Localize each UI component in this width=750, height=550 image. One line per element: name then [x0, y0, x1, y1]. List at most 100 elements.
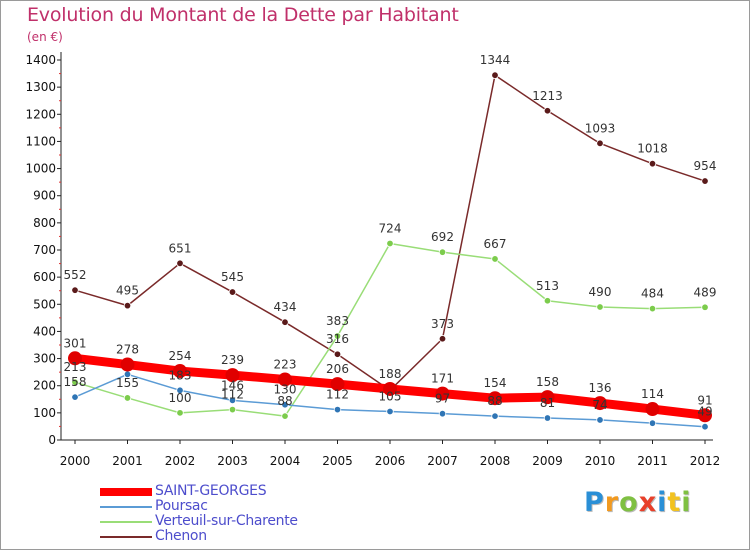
data-label: 183 [169, 368, 192, 382]
data-label: 49 [697, 405, 712, 419]
chart-title: Evolution du Montant de la Dette par Hab… [27, 4, 459, 26]
data-labels: 301 278 254 239 223 206 188 171 154 158 136 114 91 [64, 336, 713, 407]
y-tick-label: 1000 [25, 162, 56, 176]
data-point [596, 303, 604, 311]
data-point [593, 396, 607, 411]
series-saint-georges [68, 351, 712, 423]
data-point [491, 255, 499, 263]
data-label: 97 [435, 392, 450, 406]
y-tick-label: 1300 [25, 80, 56, 94]
data-point [228, 405, 237, 414]
data-point [281, 401, 289, 409]
data-label: 130 [274, 383, 297, 397]
data-label: 954 [694, 159, 717, 173]
data-point [386, 407, 394, 416]
legend-swatch [100, 536, 152, 538]
data-label: 158 [64, 375, 87, 389]
legend-swatch [100, 488, 152, 496]
data-label: 154 [484, 376, 507, 390]
data-label: 667 [484, 237, 507, 251]
data-point [281, 318, 289, 326]
data-point [648, 159, 657, 168]
data-point [330, 377, 345, 392]
data-point [438, 248, 447, 256]
data-point [176, 259, 184, 267]
data-point [701, 303, 709, 311]
data-label: 254 [169, 349, 192, 363]
data-point [71, 393, 79, 401]
data-point [333, 350, 342, 358]
data-point [173, 364, 187, 379]
data-point [228, 396, 237, 405]
data-point [701, 423, 709, 431]
data-point [438, 335, 447, 343]
data-point [596, 416, 604, 424]
data-label: 114 [641, 387, 664, 401]
y-tick-label: 1200 [25, 107, 56, 121]
x-tick-label: 2002 [165, 454, 196, 468]
y-tick-label: 800 [33, 216, 56, 230]
data-label: 495 [116, 284, 139, 298]
data-label: 434 [274, 300, 297, 314]
data-point [698, 408, 712, 423]
data-label: 1018 [637, 142, 668, 156]
legend-swatch [100, 506, 152, 508]
data-label: 484 [641, 287, 664, 301]
data-labels: 213 155 100 112 88 383 724 692 667 513 490 484 489 [64, 221, 717, 408]
data-label: 188 [379, 367, 402, 381]
data-labels: 158 183 146 130 112 105 97 88 81 74 49 [64, 368, 713, 418]
data-label: 100 [169, 391, 192, 405]
data-point [71, 378, 79, 386]
data-point [701, 177, 709, 185]
data-point [543, 107, 552, 115]
data-point [228, 288, 237, 296]
logo-letter: t [667, 487, 682, 518]
data-label: 1213 [532, 89, 563, 103]
x-tick-label: 2011 [637, 454, 668, 468]
data-point [225, 368, 240, 383]
data-point [333, 332, 342, 340]
y-tick-label: 1100 [25, 134, 56, 148]
logo-letter: i [681, 487, 692, 518]
x-tick-label: 2000 [60, 454, 91, 468]
y-tick-label: 200 [33, 379, 56, 393]
data-label: 513 [536, 279, 559, 293]
data-label: 158 [536, 375, 559, 389]
x-tick-label: 2012 [690, 454, 721, 468]
x-tick-label: 2004 [270, 454, 301, 468]
data-point [491, 71, 499, 79]
data-label: 105 [379, 390, 402, 404]
x-tick-label: 2005 [322, 454, 353, 468]
data-label: 489 [694, 285, 717, 299]
data-point [438, 409, 447, 418]
data-label: 88 [277, 394, 292, 408]
data-point [488, 391, 502, 406]
y-tick-label: 0 [48, 433, 56, 447]
data-labels: 552 495 651 545 434 316 373 1344 1213 1093 1018 954 [64, 53, 717, 346]
data-point [176, 386, 184, 395]
x-tick-label: 2008 [480, 454, 511, 468]
legend-label: Poursac [155, 498, 208, 514]
data-label: 239 [221, 353, 244, 367]
data-label: 136 [589, 381, 612, 395]
data-point [540, 390, 555, 405]
data-label: 91 [697, 393, 712, 407]
data-label: 651 [169, 241, 192, 255]
y-tick-label: 900 [33, 189, 56, 203]
series-poursac [71, 370, 709, 431]
data-label: 88 [487, 394, 502, 408]
data-label: 552 [64, 268, 87, 282]
data-label: 112 [221, 388, 244, 402]
x-tick-label: 2007 [427, 454, 458, 468]
data-label: 74 [592, 398, 607, 412]
data-label: 213 [64, 360, 87, 374]
y-tick-label: 700 [33, 243, 56, 257]
axes: 0 100 200 300 400 500 600 700 800 900 1000 1100 1200… [25, 52, 720, 468]
data-label: 316 [326, 332, 349, 346]
data-point [435, 386, 450, 401]
data-point [543, 414, 552, 422]
data-label: 373 [431, 317, 454, 331]
data-label: 692 [431, 230, 454, 244]
